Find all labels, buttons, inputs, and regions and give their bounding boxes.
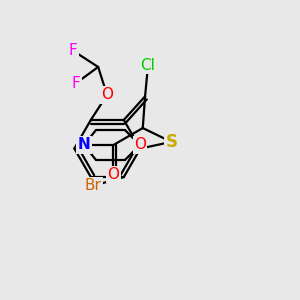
Text: O: O xyxy=(134,137,146,152)
Text: S: S xyxy=(165,133,177,151)
Text: O: O xyxy=(107,167,119,182)
Text: N: N xyxy=(78,137,90,152)
Text: F: F xyxy=(69,43,77,58)
Text: Cl: Cl xyxy=(141,58,155,73)
Text: Br: Br xyxy=(84,178,101,194)
Text: F: F xyxy=(72,76,80,91)
Text: O: O xyxy=(101,87,113,102)
